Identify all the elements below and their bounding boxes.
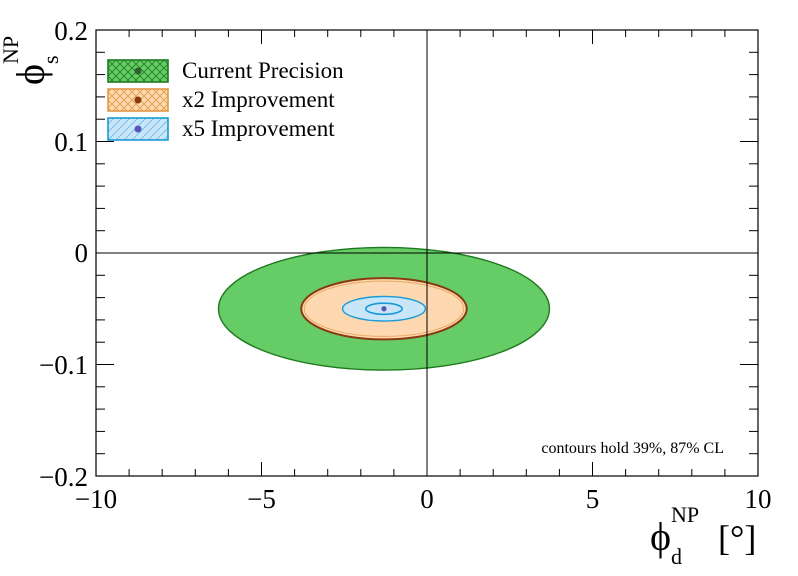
x-axis-title: ϕ d NP [°]: [650, 502, 756, 569]
legend-label: x2 Improvement: [182, 87, 335, 112]
legend-entry: x2 Improvement: [107, 87, 335, 112]
contour-edge: [303, 280, 465, 337]
legend-entry: x5 Improvement: [107, 116, 335, 141]
x-tick-label: −5: [247, 484, 276, 514]
legend-marker: [134, 125, 142, 133]
legend-label: Current Precision: [182, 58, 344, 83]
legend: Current Precision x2 Improvement x5 Impr…: [107, 58, 344, 141]
y-axis-symbol: ϕ: [8, 64, 53, 85]
contour-layer: [217, 246, 551, 371]
x-tick-label: 10: [745, 484, 772, 514]
y-axis-superscript: NP: [0, 36, 23, 64]
legend-label: x5 Improvement: [182, 116, 335, 141]
reference-lines: [96, 30, 758, 476]
y-tick-label: 0.2: [54, 16, 88, 46]
y-tick-label: −0.2: [39, 462, 88, 492]
x-tick-labels: −10 −5 0 5 10: [75, 484, 772, 514]
y-axis-title: ϕ s NP: [0, 36, 63, 85]
x-tick-label: 0: [420, 484, 434, 514]
contour-39pct: [364, 302, 403, 316]
legend-marker: [134, 67, 142, 75]
legend-marker: [134, 96, 142, 104]
contour-cl-note: contours hold 39%, 87% CL: [541, 440, 724, 457]
y-tick-label: −0.1: [39, 350, 88, 380]
y-tick-labels: −0.2 −0.1 0 0.1 0.2: [39, 16, 88, 492]
x-tick-label: −10: [75, 484, 117, 514]
x-tick-label: 5: [586, 484, 600, 514]
y-tick-label: 0.1: [54, 127, 88, 157]
legend-entry: Current Precision: [107, 58, 344, 83]
x-axis-superscript: NP: [671, 502, 699, 527]
best-fit-point: [381, 306, 387, 312]
x-axis-unit: [°]: [718, 518, 756, 558]
x-axis-subscript: d: [671, 544, 682, 569]
y-axis-subscript: s: [38, 55, 63, 64]
plot-frame: [95, 29, 759, 477]
y-tick-label: 0: [75, 238, 89, 268]
x-axis-symbol: ϕ: [650, 514, 671, 559]
